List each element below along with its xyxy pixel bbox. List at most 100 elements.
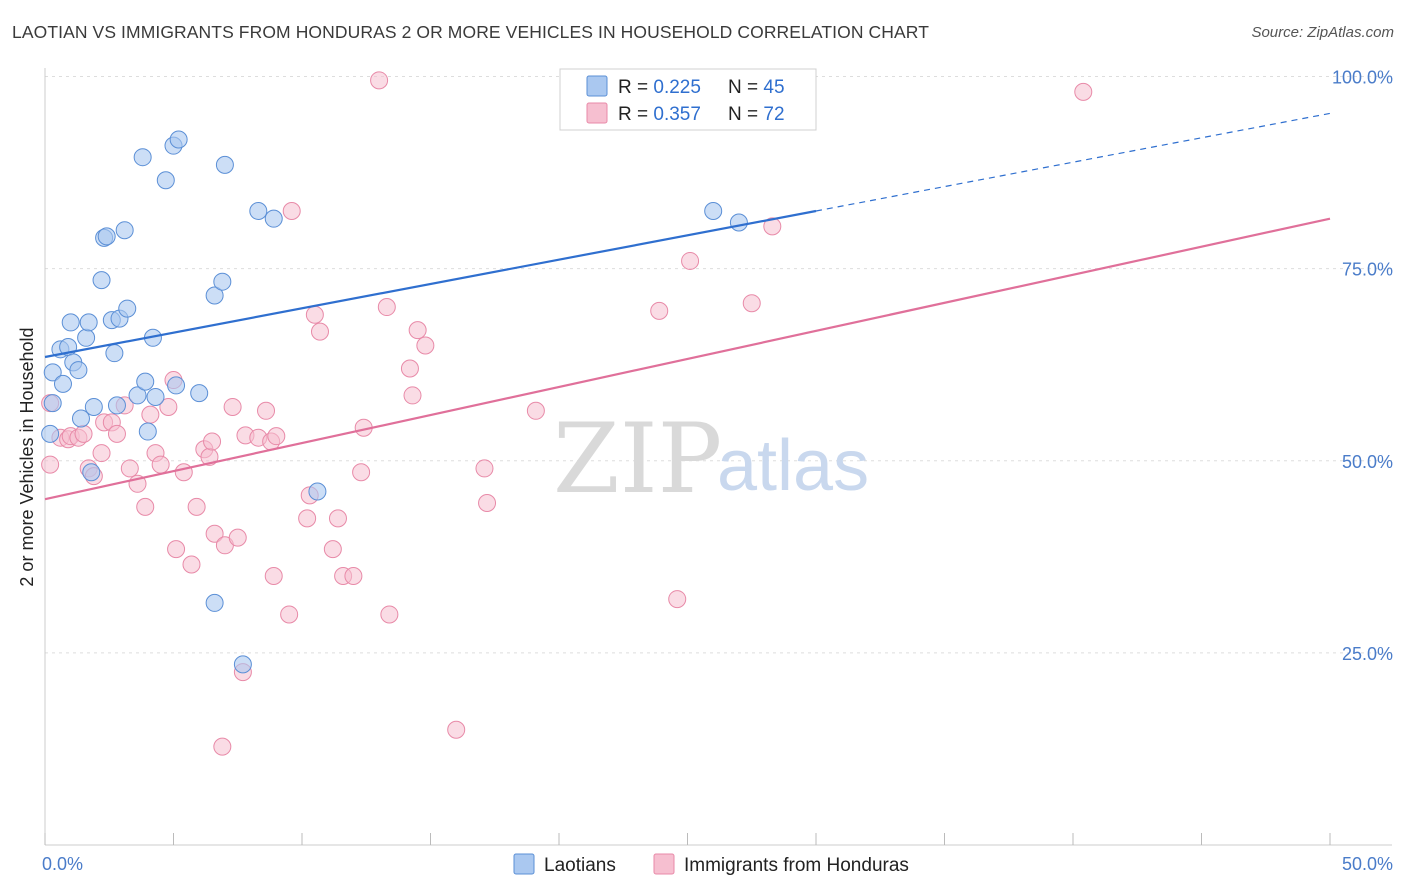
laotian-point-8 (69, 361, 88, 380)
honduras-point-28 (203, 432, 222, 451)
laotian-point-28 (146, 387, 165, 406)
laotian-point-14 (92, 271, 111, 290)
legend-row-1: R = 0.225 (618, 77, 701, 98)
x-axis-ticks (44, 833, 1331, 845)
honduras-point-54 (377, 298, 396, 317)
laotian-point-22 (118, 299, 137, 318)
honduras-point-51 (352, 463, 371, 482)
laotian-point-29 (156, 171, 175, 190)
honduras-point-17 (141, 405, 160, 424)
laotian-point-39 (249, 201, 268, 220)
honduras-point-50 (344, 567, 363, 586)
x-tick-labels: 0.0% 50.0% (42, 854, 1393, 874)
laotian-point-31 (169, 130, 188, 149)
honduras-point-47 (323, 540, 342, 559)
bottom-legend-swatch-laotians (513, 853, 535, 875)
honduras-point-66 (681, 251, 700, 270)
honduras-point-12 (107, 424, 126, 443)
watermark-zip: ZIP (553, 403, 722, 515)
laotian-point-11 (79, 313, 98, 332)
honduras-point-59 (416, 336, 435, 355)
laotian-point-2 (41, 424, 60, 443)
source-credit: Source: ZipAtlas.com (1251, 24, 1394, 41)
legend-swatch-laotians (586, 75, 608, 97)
legend-n-value-1: 45 (763, 77, 784, 98)
laotian-point-13 (84, 397, 103, 416)
legend-n-label-2: N = (728, 104, 763, 125)
honduras-point-22 (167, 540, 186, 559)
legend-r-value-2: 0.357 (653, 104, 701, 125)
legend-r-label-2: R = (618, 104, 653, 125)
laotian-point-16 (97, 227, 116, 246)
laotian-point-24 (133, 148, 152, 167)
honduras-point-9 (92, 444, 111, 463)
laotian-point-25 (136, 372, 155, 391)
honduras-point-68 (763, 217, 782, 236)
laotian-point-1 (43, 394, 62, 413)
honduras-point-61 (475, 459, 494, 478)
honduras-point-55 (380, 605, 399, 624)
honduras-point-67 (742, 294, 761, 313)
honduras-point-32 (223, 397, 242, 416)
laotian-point-9 (71, 409, 90, 428)
y-axis-label: 2 or more Vehicles in Household (17, 327, 37, 586)
laotian-point-36 (213, 272, 232, 291)
legend-n-label-1: N = (728, 77, 763, 98)
laotian-point-33 (190, 384, 209, 403)
laotian-points (41, 130, 748, 674)
honduras-point-25 (187, 497, 206, 516)
honduras-point-20 (159, 397, 178, 416)
legend-swatch-honduras (586, 102, 608, 124)
laotian-point-41 (308, 482, 327, 501)
laotian-point-4 (53, 374, 72, 393)
honduras-point-60 (447, 720, 466, 739)
honduras-point-57 (403, 386, 422, 405)
laotian-point-18 (105, 344, 124, 363)
chart-title: LAOTIAN VS IMMIGRANTS FROM HONDURAS 2 OR… (12, 22, 929, 42)
bottom-legend: Laotians Immigrants from Honduras (513, 853, 909, 876)
honduras-point-56 (400, 359, 419, 378)
honduras-point-43 (298, 509, 317, 528)
honduras-point-1 (41, 455, 60, 474)
honduras-point-45 (305, 305, 324, 324)
y-tick-labels: 25.0% 50.0% 75.0% 100.0% (1332, 68, 1393, 664)
honduras-point-65 (668, 590, 687, 609)
laotian-point-37 (215, 155, 234, 174)
laotian-point-38 (233, 655, 252, 674)
honduras-point-30 (213, 737, 232, 756)
honduras-point-41 (280, 605, 299, 624)
legend-n-value-2: 72 (763, 104, 784, 125)
laotian-point-10 (77, 328, 96, 347)
laotian-point-40 (264, 209, 283, 228)
honduras-point-14 (120, 459, 139, 478)
laotian-point-12 (82, 463, 101, 482)
y-tick-label-100: 100.0% (1332, 68, 1393, 88)
honduras-point-53 (370, 71, 389, 90)
bottom-legend-laotians: Laotians (544, 855, 616, 876)
legend-row-2-n: N = 72 (728, 104, 785, 125)
y-tick-label-50: 50.0% (1342, 452, 1393, 472)
laotian-point-6 (61, 313, 80, 332)
laotian-trend-extension (815, 112, 1331, 212)
laotian-point-35 (205, 593, 224, 612)
laotian-point-32 (167, 376, 186, 395)
laotian-point-42 (704, 201, 723, 220)
honduras-trend-line (44, 217, 1331, 501)
laotian-point-26 (138, 422, 157, 441)
honduras-point-33 (228, 528, 247, 547)
laotian-trend-line (44, 209, 817, 359)
laotian-point-34 (205, 286, 224, 305)
honduras-point-42 (282, 201, 301, 220)
y-tick-label-75: 75.0% (1342, 260, 1393, 280)
laotian-point-43 (729, 213, 748, 232)
legend-row-2: R = 0.357 (618, 104, 701, 125)
laotian-point-19 (107, 396, 126, 415)
honduras-point-58 (408, 321, 427, 340)
honduras-point-40 (267, 427, 286, 446)
honduras-point-62 (478, 494, 497, 513)
honduras-point-24 (182, 555, 201, 574)
laotian-point-23 (128, 386, 147, 405)
x-tick-label-0: 0.0% (42, 854, 83, 874)
bottom-legend-swatch-honduras (653, 853, 675, 875)
honduras-point-46 (310, 322, 329, 341)
